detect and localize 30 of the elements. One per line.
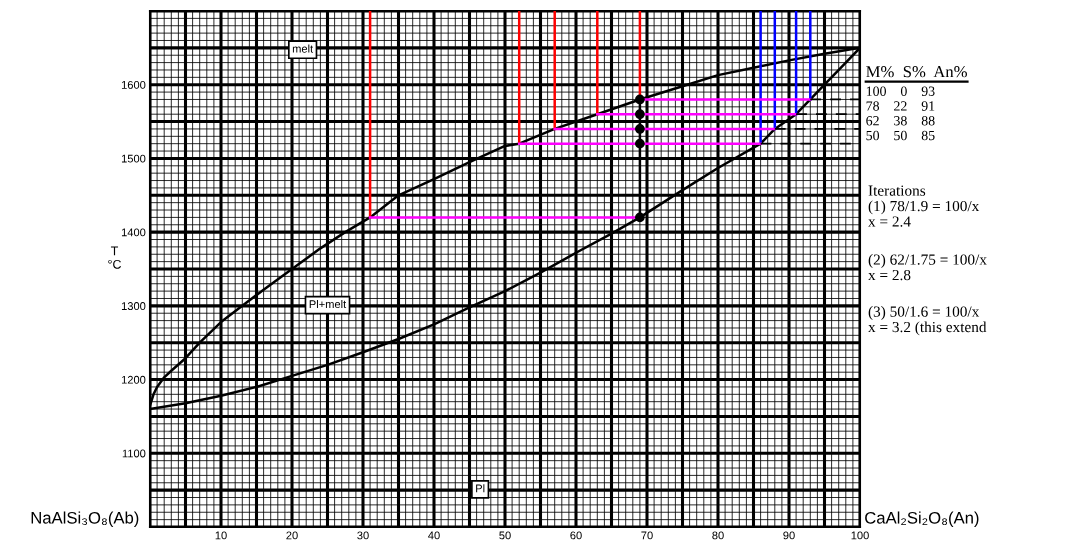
- text: M% S% An%: [866, 66, 967, 78]
- annotation: Pl+melt: [309, 299, 347, 309]
- x-tick-label: 20: [286, 531, 298, 540]
- y-tick-label: 1400: [121, 228, 146, 237]
- text: NaAlSi₃O₈(Ab): [31, 511, 139, 527]
- x-tick-label: 80: [712, 531, 724, 540]
- y-tick-label: 1100: [122, 449, 146, 458]
- text: (3) 50/1.6 = 100/x x = 3.2 (this extend: [868, 306, 987, 336]
- text: (2) 62/1.75 = 100/x x = 2.8: [868, 254, 987, 281]
- x-tick-label: 30: [357, 531, 369, 540]
- text: 62 38 88: [866, 116, 935, 126]
- y-tick-label: 1200: [121, 375, 146, 384]
- text: CaAl₂Si₂O₈(An): [865, 511, 979, 527]
- y-tick-label: 1600: [121, 80, 146, 89]
- annotation: Pl: [476, 484, 485, 493]
- text: 50 50 85: [866, 130, 935, 141]
- x-tick-label: 50: [499, 531, 511, 540]
- x-tick-label: 60: [570, 531, 582, 540]
- text: 78 22 91: [866, 101, 935, 111]
- x-tick-label: 10: [215, 531, 227, 540]
- y-axis-title: T °C: [108, 246, 122, 269]
- x-tick-label: 40: [428, 531, 440, 540]
- y-tick-label: 1500: [121, 154, 146, 163]
- x-tick-label: 70: [641, 531, 653, 540]
- text: Iterations (1) 78/1.9 = 100/x x = 2.4: [868, 185, 980, 227]
- y-tick-label: 1300: [121, 302, 146, 310]
- annotation: melt: [292, 44, 314, 53]
- x-tick-label: 90: [783, 531, 795, 540]
- x-tick-label: 100: [851, 531, 869, 540]
- text: 100 0 93: [866, 86, 935, 96]
